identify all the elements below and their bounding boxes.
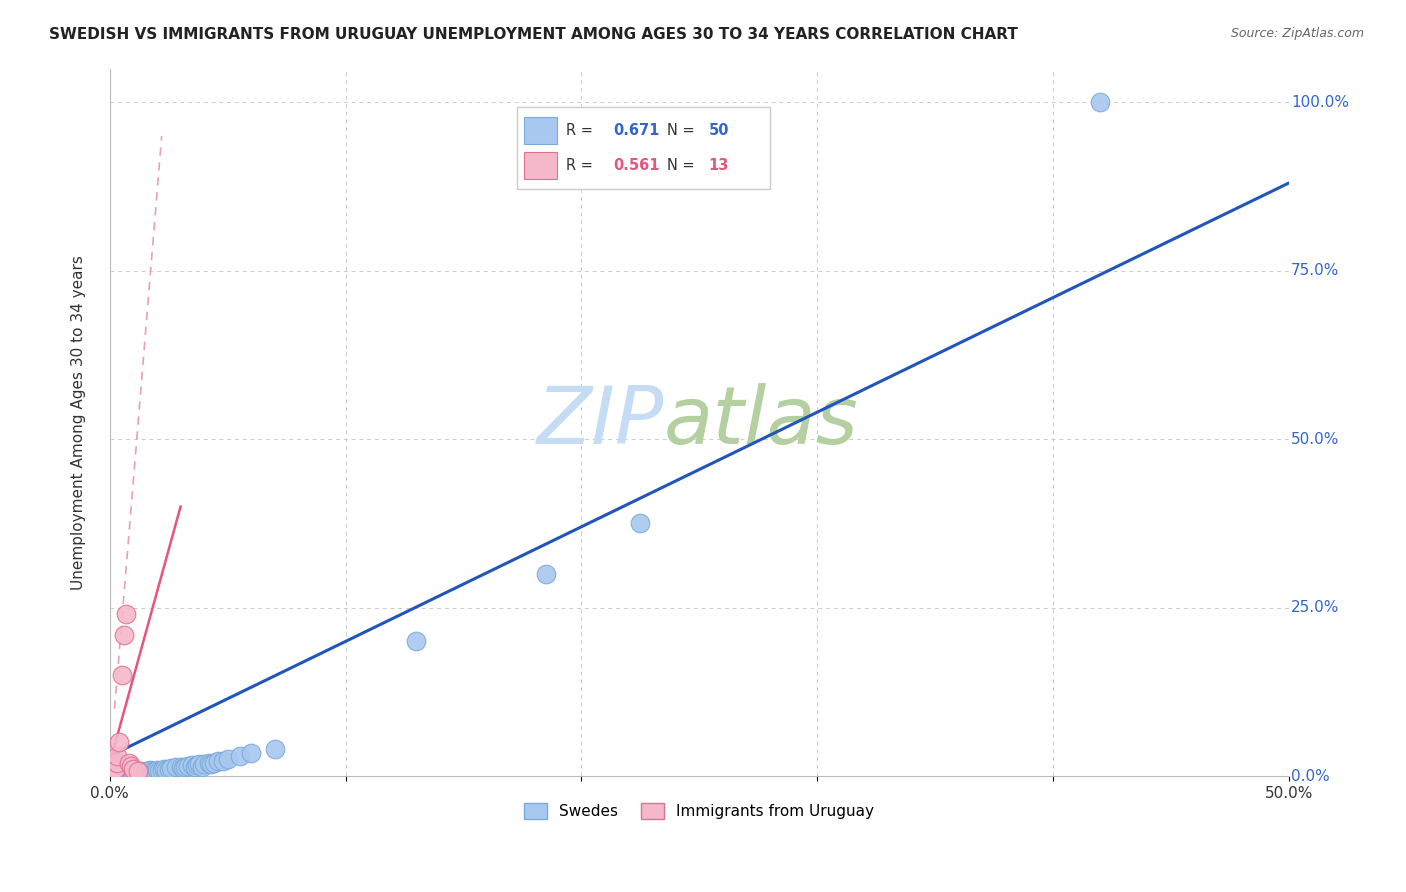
Point [240,746,263,760]
Text: 0.671: 0.671 [613,122,659,137]
Point [120,759,142,773]
Point [108,735,131,749]
FancyBboxPatch shape [516,107,770,189]
Point [186,758,208,772]
Point [198,756,221,770]
Point [132,765,155,780]
Text: 75.0%: 75.0% [1291,263,1340,278]
Point [264,742,287,756]
Point [174,760,197,774]
Point [183,760,205,774]
Point [153,763,176,777]
Point [101,765,124,780]
Point [129,764,152,778]
Point [127,764,149,779]
Point [228,748,250,763]
Point [120,765,142,780]
Text: ZIP: ZIP [537,384,664,461]
Point [169,760,191,774]
Text: SWEDISH VS IMMIGRANTS FROM URUGUAY UNEMPLOYMENT AMONG AGES 30 TO 34 YEARS CORREL: SWEDISH VS IMMIGRANTS FROM URUGUAY UNEMP… [49,27,1018,42]
Point [111,764,134,778]
Text: 13: 13 [709,158,730,173]
Point [165,760,187,774]
Text: 25.0%: 25.0% [1291,600,1340,615]
Text: 0.0%: 0.0% [1291,769,1330,784]
Point [103,764,125,778]
Text: 100.0%: 100.0% [1291,95,1348,110]
Y-axis label: Unemployment Among Ages 30 to 34 years: Unemployment Among Ages 30 to 34 years [72,255,86,590]
Point [118,764,141,778]
Text: 50: 50 [709,122,730,137]
Text: N =: N = [668,158,700,173]
Point [160,761,183,775]
Point [181,758,204,772]
Text: N =: N = [668,122,700,137]
Point [212,755,235,769]
FancyBboxPatch shape [523,152,557,179]
Point [143,764,166,779]
Point [191,760,214,774]
FancyBboxPatch shape [523,117,557,144]
Text: 50.0%: 50.0% [1291,432,1340,447]
Text: R =: R = [567,122,598,137]
Point [115,764,138,779]
Point [146,763,169,777]
Point [108,765,131,780]
Point [103,763,125,777]
Point [101,765,124,780]
Point [122,763,145,777]
Legend: Swedes, Immigrants from Uruguay: Swedes, Immigrants from Uruguay [517,797,880,825]
Point [105,764,128,779]
Point [125,764,148,778]
Text: atlas: atlas [664,384,859,461]
Point [207,755,229,769]
Point [103,765,125,780]
Point [1088,95,1111,110]
Point [141,764,163,778]
Point [127,764,149,778]
Point [188,757,211,772]
Point [405,634,427,648]
Point [534,566,557,581]
Point [172,761,194,775]
Point [157,763,180,777]
Point [105,748,128,763]
Point [200,757,222,772]
Point [112,765,135,780]
Point [176,759,198,773]
Point [150,763,173,777]
Point [115,607,138,622]
Point [122,764,145,779]
Text: Source: ZipAtlas.com: Source: ZipAtlas.com [1230,27,1364,40]
Point [628,516,651,531]
Point [118,756,141,770]
Point [193,757,215,772]
Point [111,668,134,682]
Point [148,764,170,778]
Point [155,763,177,777]
Point [139,763,162,777]
Text: 0.561: 0.561 [613,158,659,173]
Point [202,756,225,770]
Point [105,756,128,770]
Point [217,752,239,766]
Point [112,627,135,641]
Point [136,764,159,779]
Point [134,764,156,778]
Text: R =: R = [567,158,598,173]
